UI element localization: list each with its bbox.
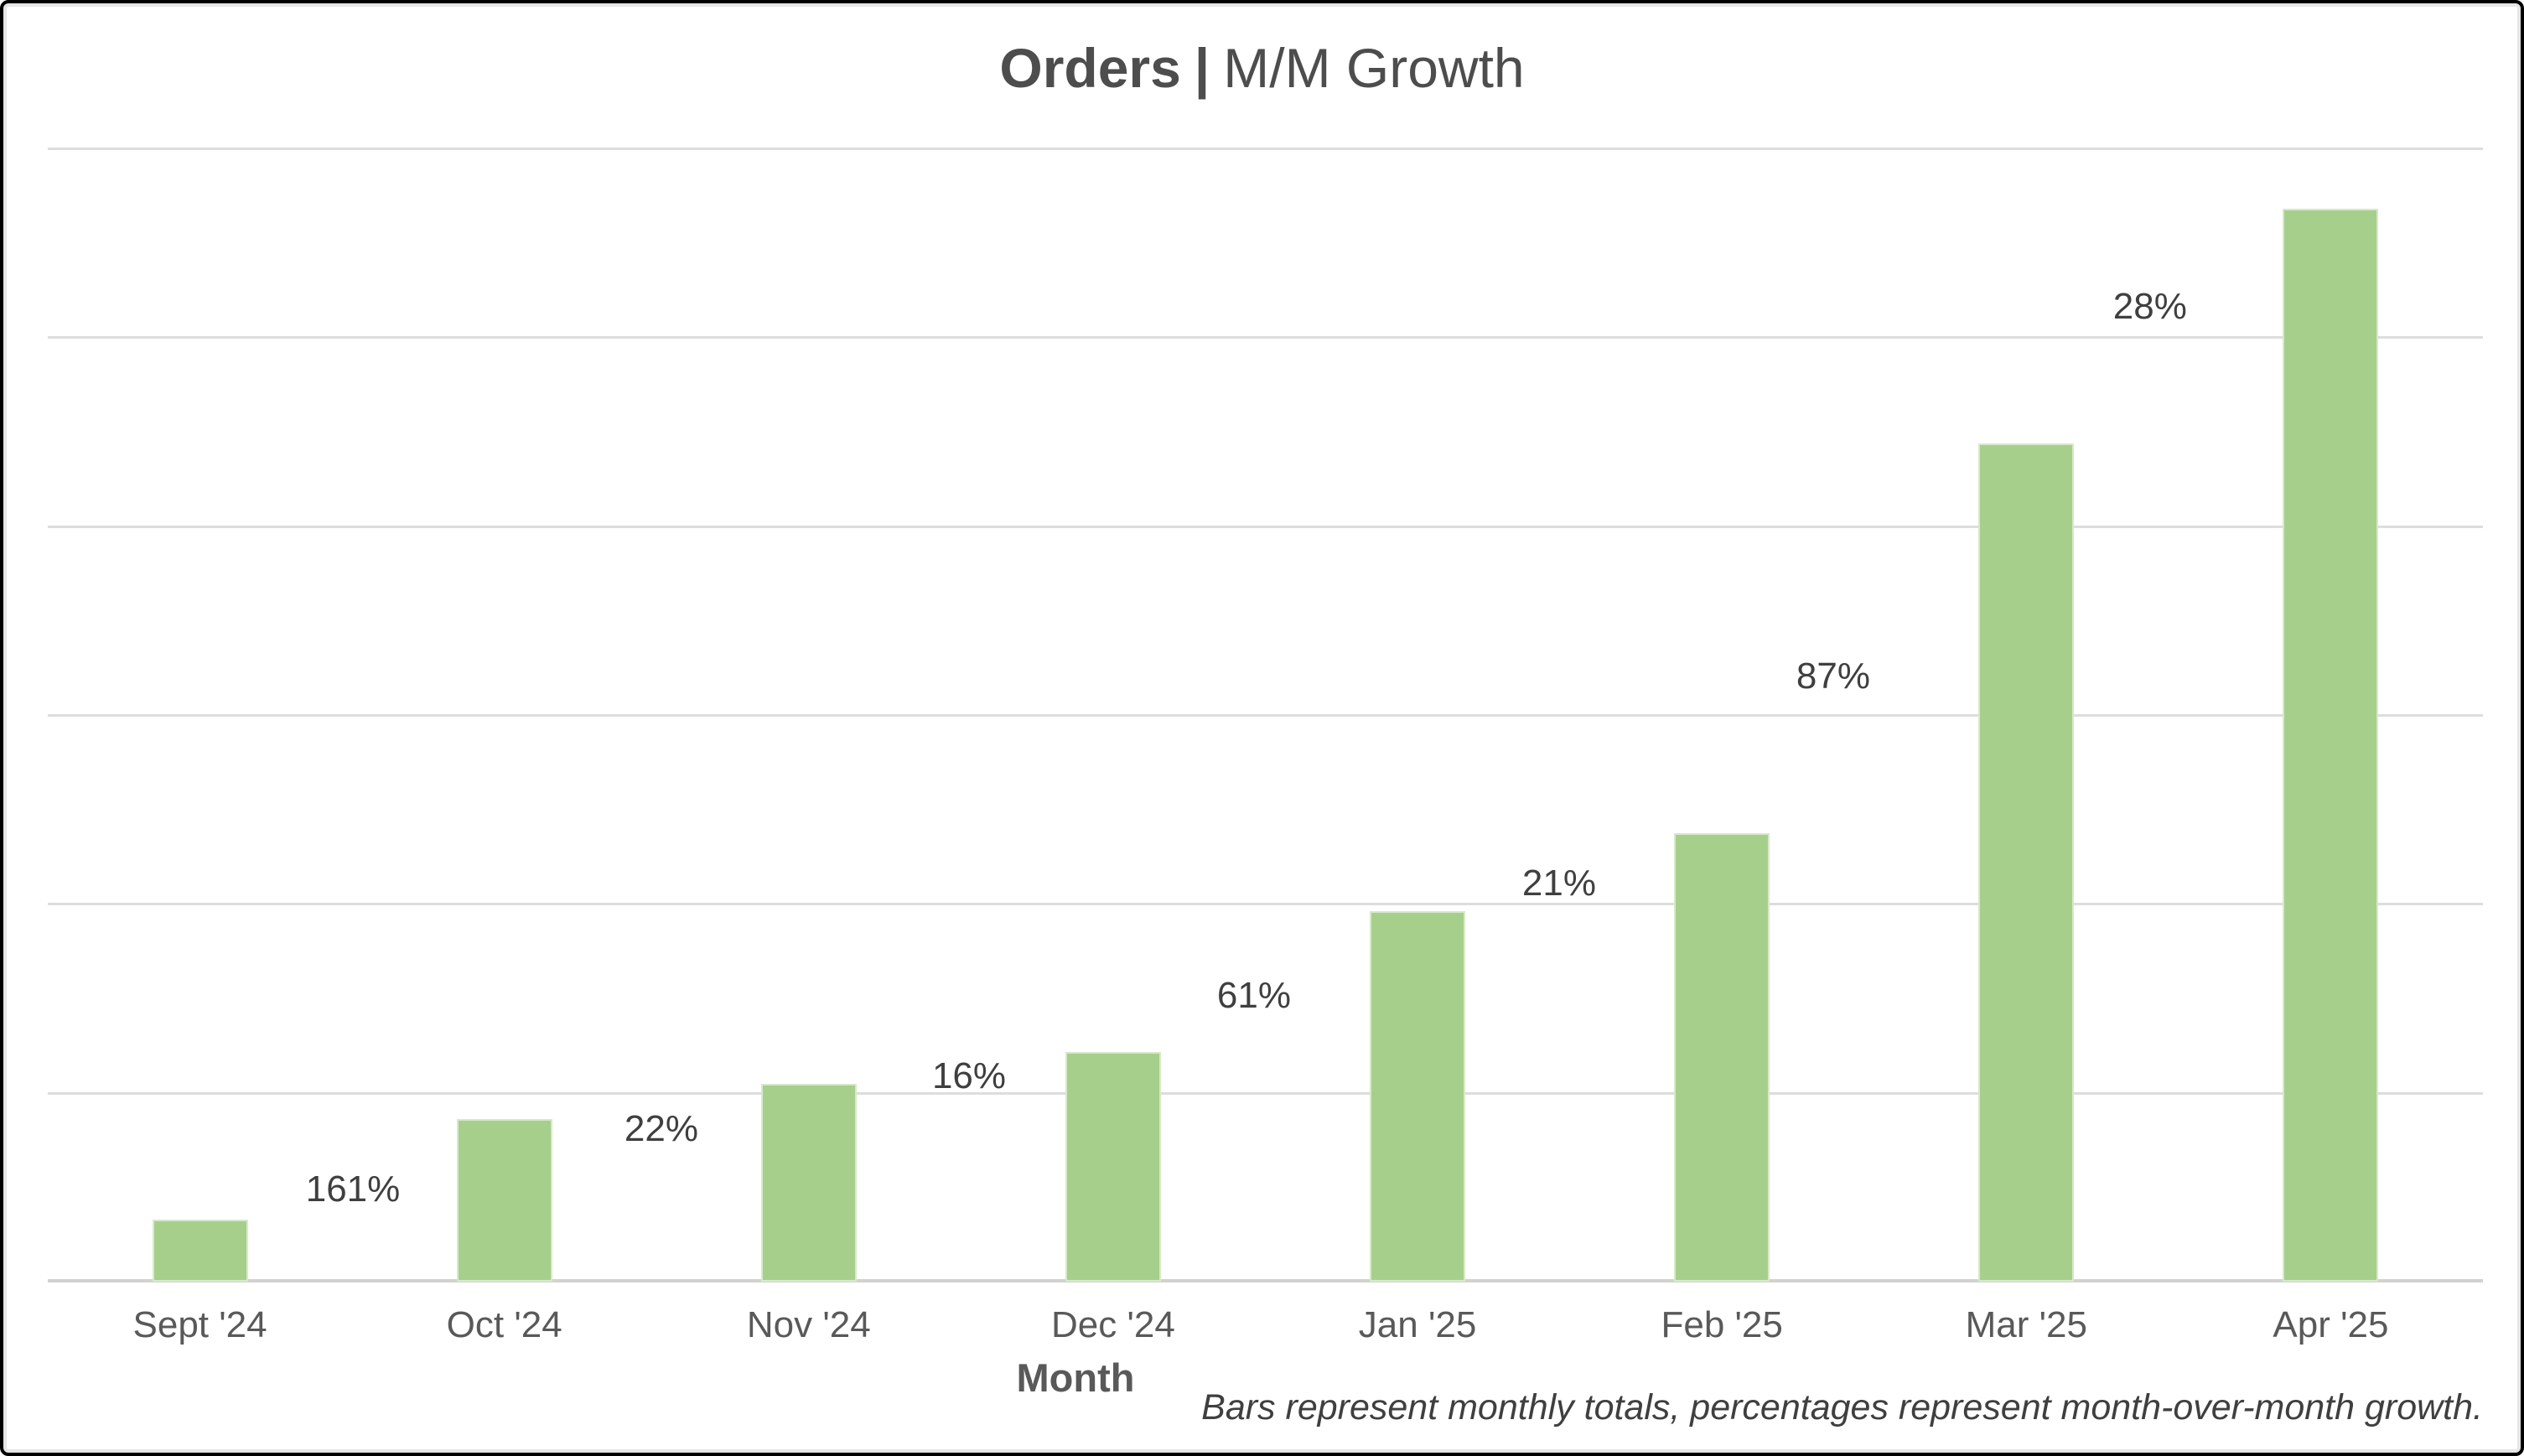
bar-dec-24	[1065, 1051, 1161, 1282]
growth-label-28: 28%	[2112, 285, 2187, 327]
y-gridline	[48, 525, 2483, 528]
x-tick-apr-25: Apr '25	[2273, 1304, 2389, 1345]
bar-apr-25	[2283, 209, 2379, 1282]
bar-mar-25	[1978, 443, 2075, 1282]
bar-feb-25	[1674, 833, 1770, 1282]
y-gridline	[48, 1091, 2483, 1095]
x-tick-oct-24: Oct '24	[446, 1304, 562, 1345]
y-gridline	[48, 714, 2483, 717]
bar-sept-24	[152, 1219, 248, 1282]
bar-jan-25	[1370, 911, 1466, 1282]
growth-label-16: 16%	[931, 1054, 1007, 1096]
chart-title: Orders | M/M Growth	[3, 37, 2521, 99]
chart-title-secondary: M/M Growth	[1223, 37, 1525, 99]
growth-label-87: 87%	[1796, 655, 1871, 697]
x-tick-feb-25: Feb '25	[1661, 1304, 1783, 1345]
growth-label-21: 21%	[1521, 863, 1597, 904]
growth-label-61: 61%	[1216, 974, 1291, 1016]
x-axis-line	[48, 1279, 2483, 1282]
x-axis-title: Month	[1016, 1355, 1135, 1400]
y-gridline	[48, 903, 2483, 906]
x-tick-dec-24: Dec '24	[1051, 1304, 1175, 1345]
chart-title-primary: Orders	[999, 37, 1181, 99]
x-tick-jan-25: Jan '25	[1358, 1304, 1477, 1345]
chart-title-separator: |	[1194, 37, 1210, 99]
y-gridline	[48, 148, 2483, 150]
growth-label-161: 161%	[305, 1168, 401, 1210]
x-tick-mar-25: Mar '25	[1965, 1304, 2087, 1345]
x-tick-sept-24: Sept '24	[132, 1304, 267, 1345]
x-tick-nov-24: Nov '24	[746, 1304, 871, 1345]
growth-label-22: 22%	[624, 1108, 698, 1150]
chart-footnote: Bars represent monthly totals, percentag…	[1201, 1387, 2483, 1428]
y-gridline	[48, 336, 2483, 339]
bar-oct-24	[456, 1119, 552, 1282]
plot-area	[48, 148, 2483, 1282]
bar-nov-24	[760, 1083, 857, 1282]
